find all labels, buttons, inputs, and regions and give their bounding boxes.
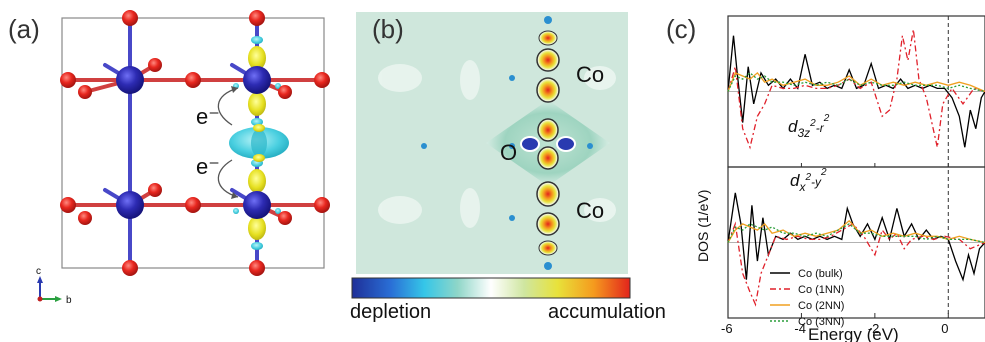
- colorbar: [351, 277, 631, 299]
- dos-series-line: [727, 223, 985, 244]
- x-tick-label: -6: [721, 321, 733, 336]
- legend: Co (bulk) Co (1NN) Co (2NN) Co (3NN): [770, 268, 844, 328]
- o-lobe-center: [520, 118, 576, 170]
- legend-label: Co (3NN): [798, 316, 844, 328]
- dos-series-line: [727, 72, 985, 93]
- dos-series-line: [727, 221, 985, 307]
- atom-label-co-bottom: Co: [576, 198, 604, 223]
- legend-label: Co (bulk): [798, 268, 843, 280]
- co-lobe-top: [536, 30, 560, 103]
- panel-b-label: (b): [372, 14, 404, 44]
- atom-label-o: O: [500, 140, 517, 165]
- dos-series-line: [727, 29, 985, 150]
- y-axis-label: DOS (1/eV): [695, 190, 711, 262]
- colorbar-right-label: accumulation: [548, 301, 666, 323]
- x-tick-label: -2: [868, 321, 880, 336]
- x-tick-label: 0: [941, 321, 948, 336]
- legend-label: Co (1NN): [798, 284, 844, 296]
- colorbar-left-label: depletion: [350, 301, 431, 323]
- o-diamond-region: [486, 100, 610, 186]
- dos-series-line: [727, 71, 985, 93]
- orbital-label-bottom: dx2-y2: [790, 167, 827, 194]
- dos-series-line: [727, 35, 985, 148]
- co-lobe-bottom: [536, 181, 560, 256]
- legend-label: Co (2NN): [798, 300, 844, 312]
- atom-label-co-top: Co: [576, 62, 604, 87]
- panel-c-label: (c): [666, 14, 697, 44]
- x-tick-label: -4: [794, 321, 806, 336]
- orbital-label-top: d3z2-r2: [788, 113, 830, 140]
- x-axis-label: Energy (eV): [808, 325, 899, 342]
- panel-a-label: (a): [8, 14, 40, 44]
